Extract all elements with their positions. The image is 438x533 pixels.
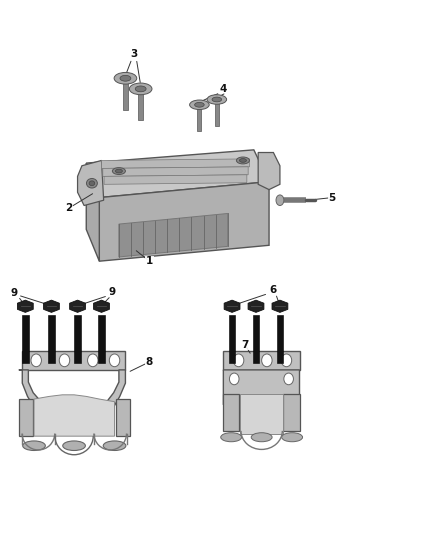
Polygon shape bbox=[43, 300, 60, 312]
Polygon shape bbox=[223, 370, 300, 414]
Bar bbox=[138, 89, 143, 120]
Ellipse shape bbox=[276, 195, 284, 206]
Ellipse shape bbox=[207, 95, 226, 104]
Polygon shape bbox=[258, 152, 280, 190]
Circle shape bbox=[230, 373, 239, 385]
Ellipse shape bbox=[114, 72, 137, 84]
Circle shape bbox=[59, 354, 70, 367]
Ellipse shape bbox=[113, 167, 125, 174]
Polygon shape bbox=[116, 399, 130, 436]
Polygon shape bbox=[94, 300, 110, 312]
Bar bbox=[22, 315, 28, 363]
Ellipse shape bbox=[23, 441, 46, 450]
Polygon shape bbox=[34, 395, 115, 436]
Ellipse shape bbox=[194, 102, 204, 107]
Polygon shape bbox=[240, 394, 283, 433]
Text: 8: 8 bbox=[146, 357, 153, 367]
Polygon shape bbox=[18, 300, 33, 312]
Bar bbox=[229, 315, 235, 363]
Text: 7: 7 bbox=[241, 340, 249, 350]
Bar bbox=[198, 105, 201, 131]
Ellipse shape bbox=[212, 97, 222, 102]
Text: 3: 3 bbox=[131, 50, 138, 59]
Bar bbox=[98, 315, 105, 363]
Ellipse shape bbox=[129, 83, 152, 95]
Ellipse shape bbox=[135, 86, 146, 92]
Ellipse shape bbox=[89, 181, 95, 185]
Ellipse shape bbox=[221, 433, 242, 442]
Ellipse shape bbox=[116, 169, 122, 173]
Circle shape bbox=[110, 354, 120, 367]
Ellipse shape bbox=[86, 179, 97, 188]
Polygon shape bbox=[22, 351, 125, 370]
Circle shape bbox=[88, 354, 98, 367]
Bar bbox=[48, 315, 55, 363]
Polygon shape bbox=[19, 399, 33, 436]
Text: 9: 9 bbox=[109, 287, 116, 297]
Polygon shape bbox=[272, 300, 288, 312]
Polygon shape bbox=[248, 300, 264, 312]
Ellipse shape bbox=[237, 157, 250, 164]
Text: 2: 2 bbox=[65, 203, 72, 213]
Polygon shape bbox=[104, 175, 247, 184]
Polygon shape bbox=[283, 394, 300, 431]
Ellipse shape bbox=[251, 433, 272, 442]
Circle shape bbox=[233, 354, 244, 367]
Bar bbox=[123, 78, 127, 110]
Polygon shape bbox=[86, 150, 269, 198]
Circle shape bbox=[261, 354, 272, 367]
Text: 6: 6 bbox=[270, 285, 277, 295]
Polygon shape bbox=[103, 167, 248, 176]
Circle shape bbox=[31, 354, 42, 367]
Circle shape bbox=[281, 354, 292, 367]
Text: 4: 4 bbox=[220, 84, 227, 94]
Text: 5: 5 bbox=[328, 192, 336, 203]
Ellipse shape bbox=[190, 100, 209, 110]
Polygon shape bbox=[223, 351, 300, 370]
Text: 9: 9 bbox=[10, 288, 17, 298]
Text: 1: 1 bbox=[146, 256, 153, 266]
Polygon shape bbox=[78, 160, 104, 206]
Polygon shape bbox=[223, 394, 239, 431]
Bar bbox=[253, 315, 259, 363]
Ellipse shape bbox=[282, 433, 303, 442]
Polygon shape bbox=[102, 159, 250, 168]
Ellipse shape bbox=[63, 441, 85, 450]
Polygon shape bbox=[119, 214, 228, 257]
Polygon shape bbox=[19, 370, 125, 423]
Ellipse shape bbox=[240, 159, 247, 163]
Ellipse shape bbox=[120, 75, 131, 81]
Ellipse shape bbox=[103, 441, 126, 450]
Bar bbox=[277, 315, 283, 363]
Polygon shape bbox=[99, 182, 269, 261]
Polygon shape bbox=[86, 163, 99, 261]
Polygon shape bbox=[224, 300, 240, 312]
Bar bbox=[215, 100, 219, 126]
Bar bbox=[74, 315, 81, 363]
Circle shape bbox=[284, 373, 293, 385]
Polygon shape bbox=[70, 300, 85, 312]
